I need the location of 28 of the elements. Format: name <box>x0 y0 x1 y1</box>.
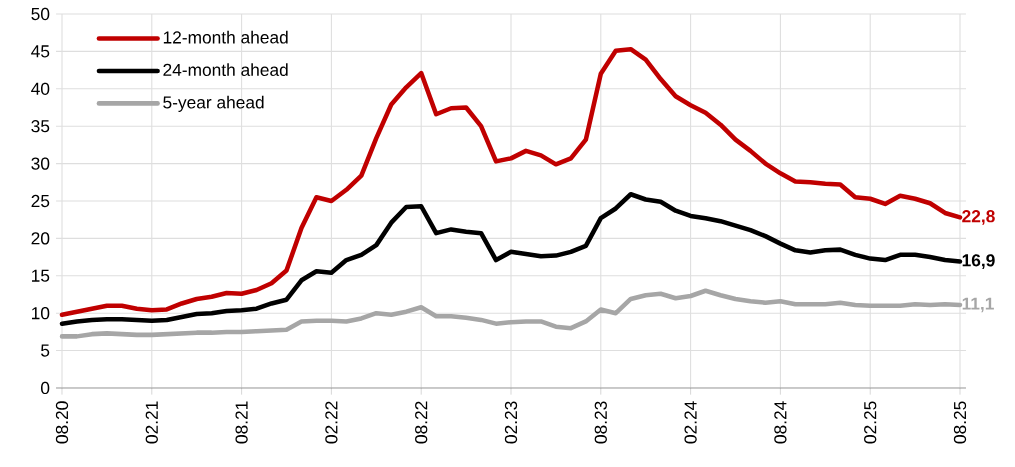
x-tick-label: 02.25 <box>864 401 877 444</box>
y-tick-label: 50 <box>31 7 50 21</box>
x-tick-label: 02.22 <box>325 401 338 444</box>
annotation: 16,9 <box>962 254 995 269</box>
y-tick-label: 20 <box>31 232 50 245</box>
y-tick-label: 0 <box>41 381 50 395</box>
y-tick-label: 45 <box>31 45 50 58</box>
x-tick-label: 08.23 <box>594 401 607 444</box>
x-tick-label: 02.21 <box>145 401 158 444</box>
x-tick-label: 08.24 <box>774 401 787 444</box>
y-tick-label: 40 <box>31 82 50 95</box>
y-tick-label: 30 <box>31 157 50 170</box>
x-tick-label: 08.21 <box>235 401 248 444</box>
legend-label: 5-year ahead <box>163 95 264 112</box>
x-tick-label: 08.20 <box>55 401 69 444</box>
x-tick-label: 08.22 <box>415 401 428 444</box>
x-tick-label: 08.25 <box>953 401 967 444</box>
y-tick-label: 35 <box>31 120 50 133</box>
y-tick-label: 15 <box>32 269 50 282</box>
legend-label: 12-month ahead <box>163 30 288 44</box>
annotation: 22,8 <box>962 210 995 225</box>
x-tick-label: 02.24 <box>684 401 697 444</box>
x-tick-label: 02.23 <box>504 401 518 444</box>
legend-label: 24-month ahead <box>163 63 288 77</box>
y-tick-label: 10 <box>32 307 50 320</box>
y-tick-label: 5 <box>41 344 50 357</box>
y-tick-label: 25 <box>31 194 50 208</box>
annotation: 11,1 <box>962 297 994 313</box>
